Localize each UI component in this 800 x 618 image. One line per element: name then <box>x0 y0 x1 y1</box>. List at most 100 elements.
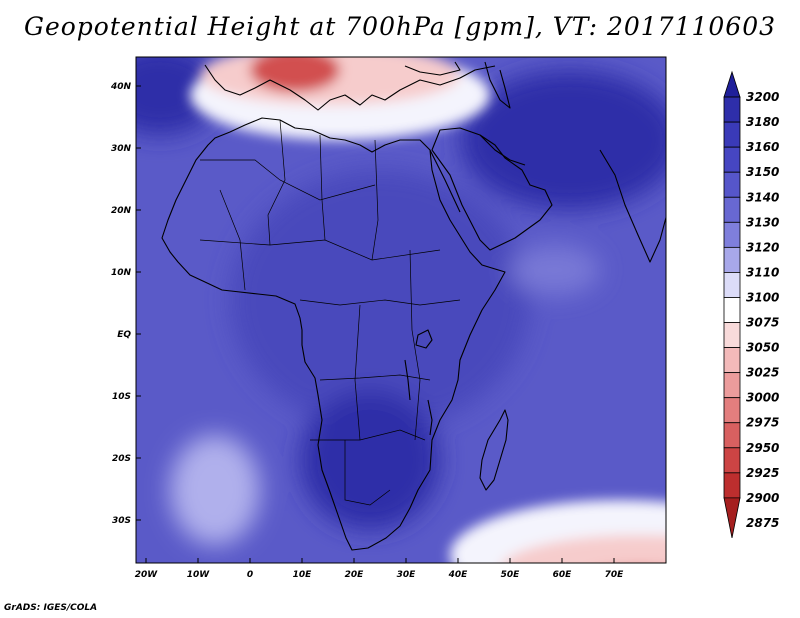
field-southern-trough-core <box>580 566 700 594</box>
border-line <box>371 139 379 261</box>
colorbar-label: 3200 <box>746 90 779 104</box>
madagascar-coastline <box>479 409 509 491</box>
border-line <box>409 249 421 441</box>
lat-tick: 20S <box>112 454 141 464</box>
africa-coastline <box>161 117 506 551</box>
black-sea-coastline <box>404 61 461 76</box>
colorbar-swatch <box>723 96 741 123</box>
svg-text:20S: 20S <box>112 454 131 464</box>
svg-text:10N: 10N <box>111 268 132 278</box>
colorbar-label: 3180 <box>746 115 779 129</box>
lon-tick: 20W <box>135 558 158 580</box>
border-line <box>344 440 391 506</box>
country-borders <box>199 119 461 506</box>
map-title: Geopotential Height at 700hPa [gpm], VT:… <box>23 12 777 41</box>
svg-text:30E: 30E <box>397 570 417 580</box>
colorbar-label: 3100 <box>746 290 779 304</box>
colorbar-label: 3025 <box>746 366 779 380</box>
colorbar-swatch <box>723 372 741 399</box>
map-frame <box>135 56 667 564</box>
lon-tick: 0 <box>247 558 253 580</box>
europe-coastline <box>204 64 496 111</box>
colorbar-swatch <box>723 196 741 223</box>
svg-text:40N: 40N <box>110 82 132 92</box>
colorbar-max-arrow <box>723 70 741 98</box>
lat-tick: 10S <box>112 392 141 402</box>
lon-tick: 70E <box>605 558 625 580</box>
border-line <box>354 304 361 441</box>
red-sea-coastline <box>429 149 461 213</box>
svg-text:10W: 10W <box>187 570 211 580</box>
arabia-coastline <box>431 127 553 251</box>
lon-tick: 10E <box>293 558 313 580</box>
svg-text:30N: 30N <box>111 144 132 154</box>
lon-tick: 40E <box>448 558 469 580</box>
lat-tick: 40N <box>110 82 141 92</box>
colorbar-swatch <box>723 146 741 173</box>
lat-tick: EQ <box>117 330 141 340</box>
lon-tick: 20E <box>345 558 365 580</box>
colorbar-label: 3140 <box>746 190 779 204</box>
border-line <box>219 189 246 291</box>
colorbar-label: 3050 <box>746 341 779 355</box>
colorbar: 3200 3180 3160 3150 3140 3130 3120 3110 3100 3075… <box>723 70 779 539</box>
longitude-axis: 20W 10W 0 10E 20E 30E 40E 50E 60E 70E <box>135 558 624 580</box>
latitude-axis: 40N 30N 20N 10N EQ 10S 20S 30S <box>110 82 141 526</box>
field-atlantic-high <box>136 57 220 135</box>
border-line <box>199 239 441 261</box>
colorbar-label: 3160 <box>746 140 779 154</box>
lon-tick: 30E <box>397 558 417 580</box>
svg-text:EQ: EQ <box>117 330 131 340</box>
persian-gulf-coastline <box>479 134 526 166</box>
colorbar-swatch <box>723 347 741 374</box>
svg-text:20N: 20N <box>111 206 132 216</box>
caspian-coastline <box>484 61 511 109</box>
colorbar-label: 3075 <box>746 316 779 330</box>
colorbar-label: 2975 <box>746 416 779 430</box>
field-arabia-high <box>460 70 666 210</box>
colorbar-swatch <box>723 297 741 323</box>
colorbar-swatch <box>723 221 741 248</box>
colorbar-swatch <box>723 397 741 424</box>
svg-text:70E: 70E <box>605 570 625 580</box>
colorbar-label: 2950 <box>746 441 779 455</box>
svg-text:20E: 20E <box>345 570 365 580</box>
colorbar-swatch <box>723 422 741 449</box>
colorbar-swatch <box>723 322 741 348</box>
lake-tanganyika <box>404 359 411 401</box>
lon-tick: 60E <box>553 558 573 580</box>
svg-text:40E: 40E <box>448 570 469 580</box>
colorbar-label: 3120 <box>746 240 779 254</box>
colorbar-swatch <box>723 472 741 499</box>
colorbar-label: 2925 <box>746 466 779 480</box>
field-southern-africa-high <box>300 390 440 530</box>
colorbar-label: 3150 <box>746 165 779 179</box>
height-field <box>136 57 700 594</box>
india-coastline <box>599 149 666 263</box>
colorbar-swatch <box>723 272 741 298</box>
colorbar-label: 3130 <box>746 215 779 229</box>
lake-malawi <box>427 399 433 436</box>
lon-tick: 10W <box>187 558 211 580</box>
lat-tick: 30S <box>112 516 141 526</box>
colorbar-swatch <box>723 447 741 474</box>
svg-text:50E: 50E <box>501 570 521 580</box>
svg-text:10E: 10E <box>293 570 313 580</box>
border-line <box>267 119 286 246</box>
colorbar-label: 3110 <box>746 265 779 279</box>
lat-tick: 20N <box>111 206 141 216</box>
grads-credit: GrADS: IGES/COLA <box>4 603 98 613</box>
svg-text:0: 0 <box>247 570 253 580</box>
border-line <box>299 299 461 306</box>
field-southern-trough <box>502 535 666 563</box>
lat-tick: 30N <box>111 144 141 154</box>
border-line <box>200 159 376 201</box>
coastlines <box>161 61 666 551</box>
svg-text:10S: 10S <box>112 392 131 402</box>
colorbar-swatch <box>723 171 741 198</box>
svg-text:30S: 30S <box>112 516 131 526</box>
border-line <box>319 134 326 241</box>
colorbar-label: 2900 <box>746 491 779 505</box>
svg-text:60E: 60E <box>553 570 573 580</box>
colorbar-label: 2875 <box>746 516 779 530</box>
